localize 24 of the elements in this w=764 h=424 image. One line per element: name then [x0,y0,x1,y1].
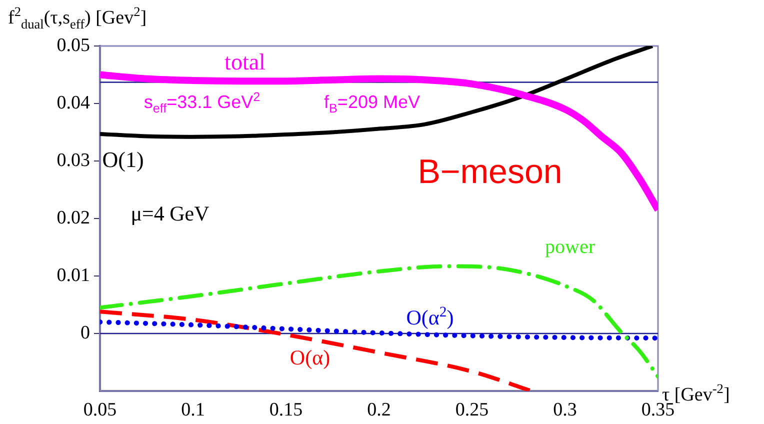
annotation: f$_{B}$=209 MeV [324,92,420,116]
line-series [100,264,658,379]
y-tick-label: 0.01 [56,264,90,286]
annotation: μ=4 GeV [130,202,210,226]
line-series [100,46,654,139]
y-tick-label: 0.04 [56,92,90,114]
annotation: B−meson [418,153,562,191]
x-tick-label: 0.05 [83,399,117,420]
series-label: O(α) [290,346,330,370]
series-label: total [224,50,266,74]
y-tick-label: 0.03 [56,150,90,171]
series-label: O(α$^{2}$) [406,304,454,330]
x-tick-label: 0.3 [553,399,577,420]
x-tick-label: 0.15 [269,399,303,420]
y-tick-label: 0 [80,322,90,344]
x-tick-label: 0.1 [181,399,205,420]
y-tick-label: 0.05 [56,34,90,56]
series-label: power [545,236,595,258]
y-axis-title: f$^{2}$$_{dual}$(τ,s$_{eff}$) [Gev$^{2}$] [8,4,147,32]
series-label: O(1) [102,147,144,172]
y-tick-label: 0.02 [56,207,90,228]
annotation: s$_{eff}$=33.1 GeV$^{2}$ [144,90,260,116]
x-tick-label: 0.25 [455,399,489,420]
x-tick-label: 0.2 [367,399,391,420]
